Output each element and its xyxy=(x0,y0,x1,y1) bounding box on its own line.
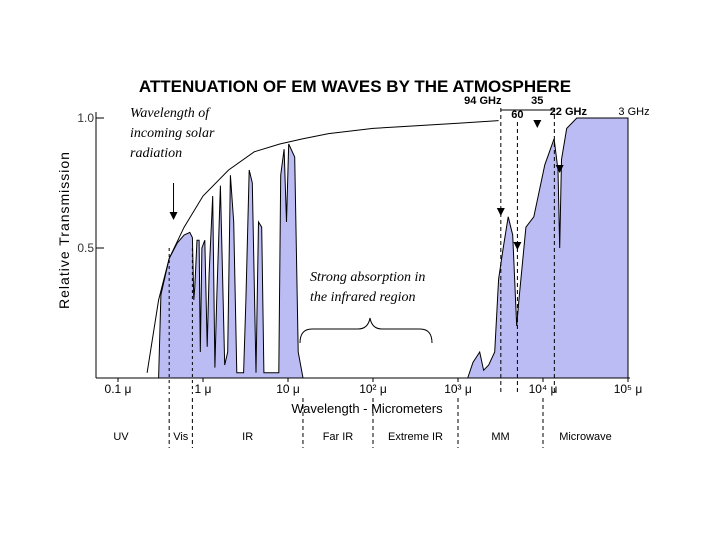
solar-radiation-curve xyxy=(146,120,499,373)
x-tick-label: 10 μ xyxy=(276,382,300,396)
plot-area: 0.5 1.0 0.1 μ 1 μ 10 μ 10² μ 10³ μ 10⁴ μ 10⁵ μ UV… xyxy=(77,95,650,448)
y-tick-label: 0.5 xyxy=(77,241,94,255)
freq-arrow-94ghz xyxy=(496,208,505,216)
transmission-area xyxy=(158,117,629,379)
annotation-solar-line: radiation xyxy=(130,146,182,161)
x-axis-label: Wavelength - Micrometers xyxy=(291,401,443,416)
y-tick-label: 1.0 xyxy=(77,111,94,125)
freq-arrow-35ghz xyxy=(533,120,542,128)
region-label: Vis xyxy=(173,431,189,443)
freq-label-3ghz: 3 GHz xyxy=(618,106,649,118)
x-tick-label: 10⁵ μ xyxy=(614,382,643,396)
x-tick-label: 10³ μ xyxy=(444,382,472,396)
annotation-solar-line: incoming solar xyxy=(130,126,215,141)
x-tick-label: 10² μ xyxy=(359,382,387,396)
annotation-infrared-line: the infrared region xyxy=(310,290,416,305)
region-label: MM xyxy=(491,431,509,443)
freq-label-22ghz: 22 GHz xyxy=(550,106,588,118)
chart-title: ATTENUATION OF EM WAVES BY THE ATMOSPHER… xyxy=(139,77,571,96)
y-axis-label: Relative Transmission xyxy=(56,151,72,309)
region-label: IR xyxy=(242,431,253,443)
x-tick-label: 0.1 μ xyxy=(105,382,132,396)
x-tick-label: 1 μ xyxy=(195,382,212,396)
infrared-brace xyxy=(299,317,433,344)
x-tick-label: 10⁴ μ xyxy=(529,382,558,396)
freq-arrow-22ghz xyxy=(555,165,564,173)
solar-arrow-head xyxy=(169,212,178,220)
region-label: Microwave xyxy=(559,431,612,443)
freq-label-35ghz: 35 xyxy=(531,95,543,107)
freq-arrow-60ghz xyxy=(513,242,522,250)
freq-label-94ghz: 94 GHz xyxy=(464,95,502,107)
region-label: Extreme IR xyxy=(388,431,443,443)
region-label: UV xyxy=(113,431,129,443)
annotation-solar-line: Wavelength of xyxy=(130,106,211,121)
region-label: Far IR xyxy=(323,431,354,443)
annotation-infrared-line: Strong absorption in xyxy=(310,270,425,285)
freq-label-60ghz: 60 xyxy=(511,109,523,121)
